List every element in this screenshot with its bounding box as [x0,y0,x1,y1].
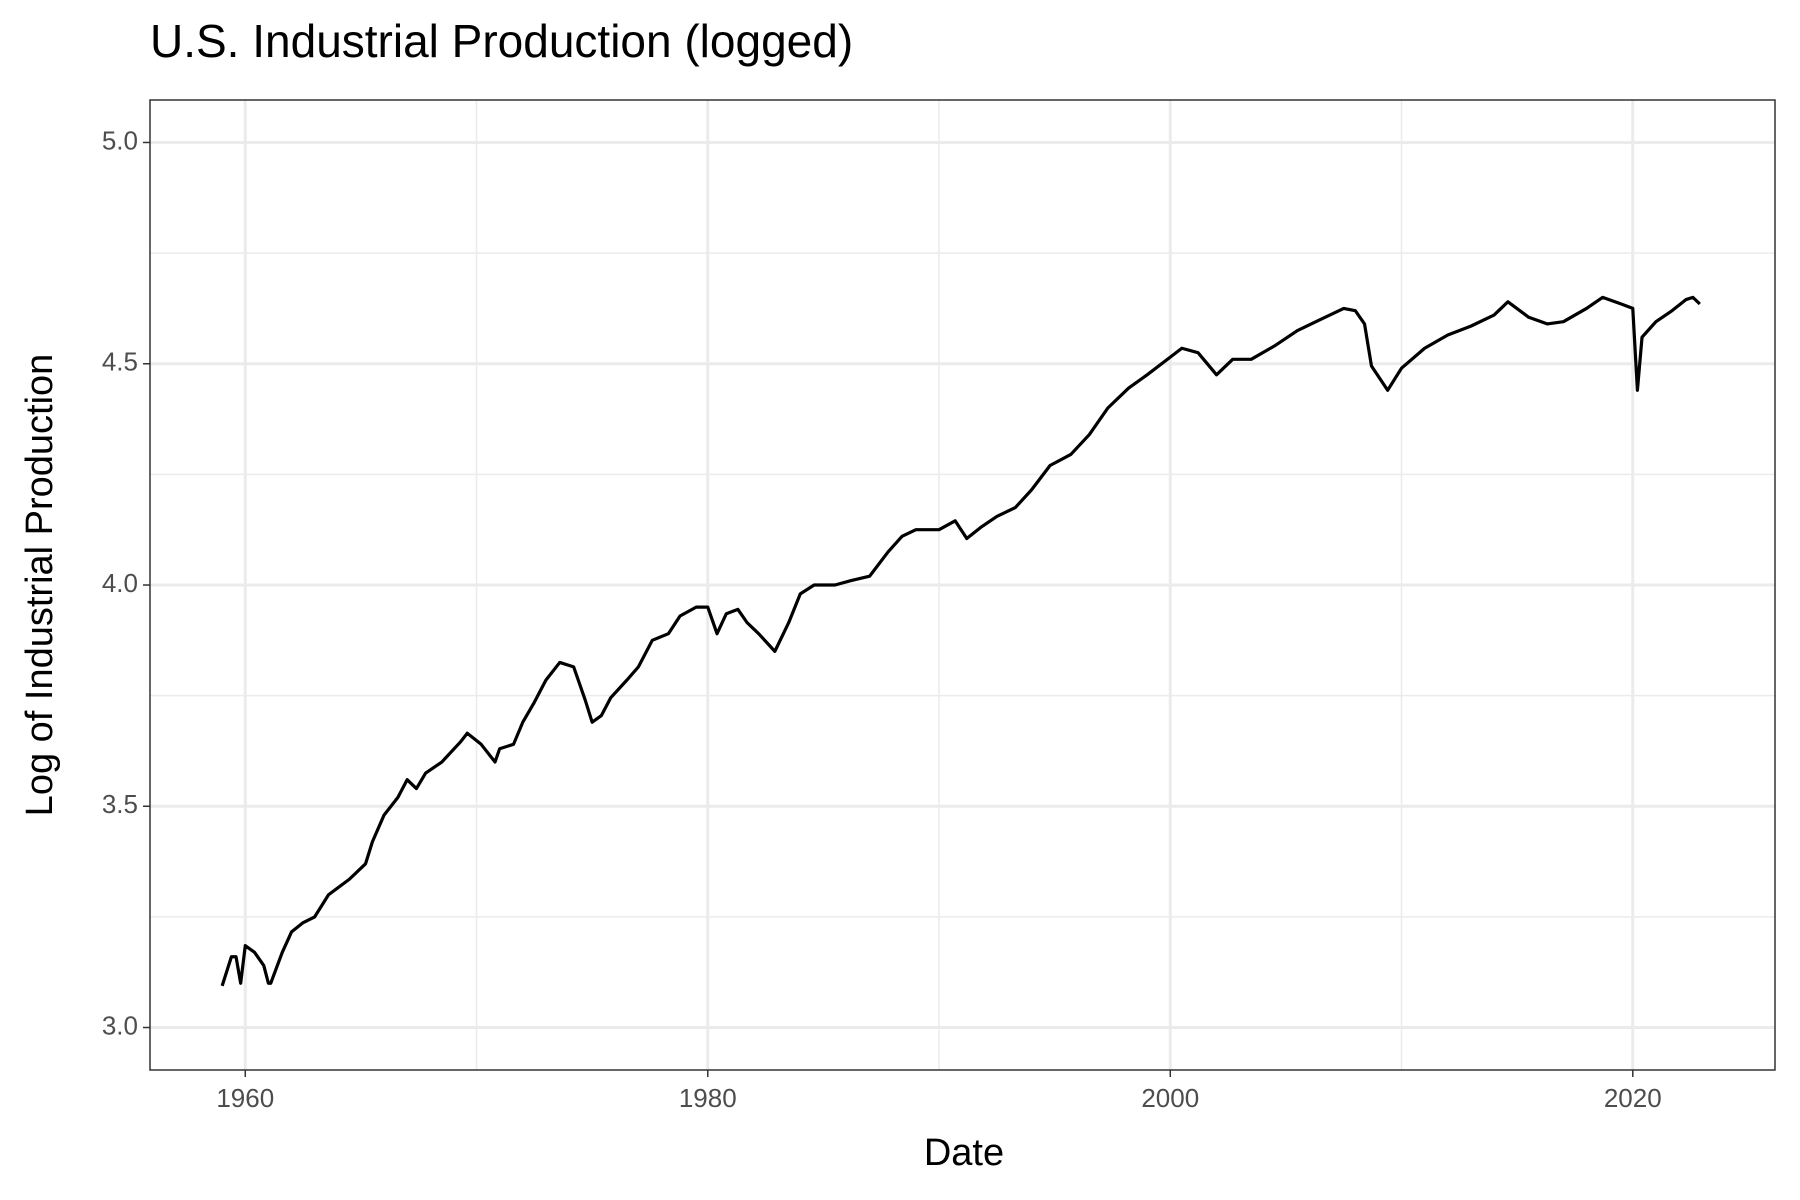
x-tick-label: 1980 [679,1083,737,1113]
x-tick-label: 1960 [216,1083,274,1113]
y-tick-label: 5.0 [102,125,138,155]
y-axis-title: Log of Industrial Production [19,354,61,817]
y-tick-label: 4.5 [102,347,138,377]
x-axis-title: Date [924,1132,1004,1174]
x-tick-label: 2000 [1141,1083,1199,1113]
y-tick-label: 3.0 [102,1010,138,1040]
y-tick-label: 4.0 [102,568,138,598]
data-line [220,295,1701,987]
panel-border [149,99,1776,1071]
y-tick-label: 3.5 [102,789,138,819]
chart-title: U.S. Industrial Production (logged) [150,15,853,67]
x-tick-label: 2020 [1604,1083,1662,1113]
